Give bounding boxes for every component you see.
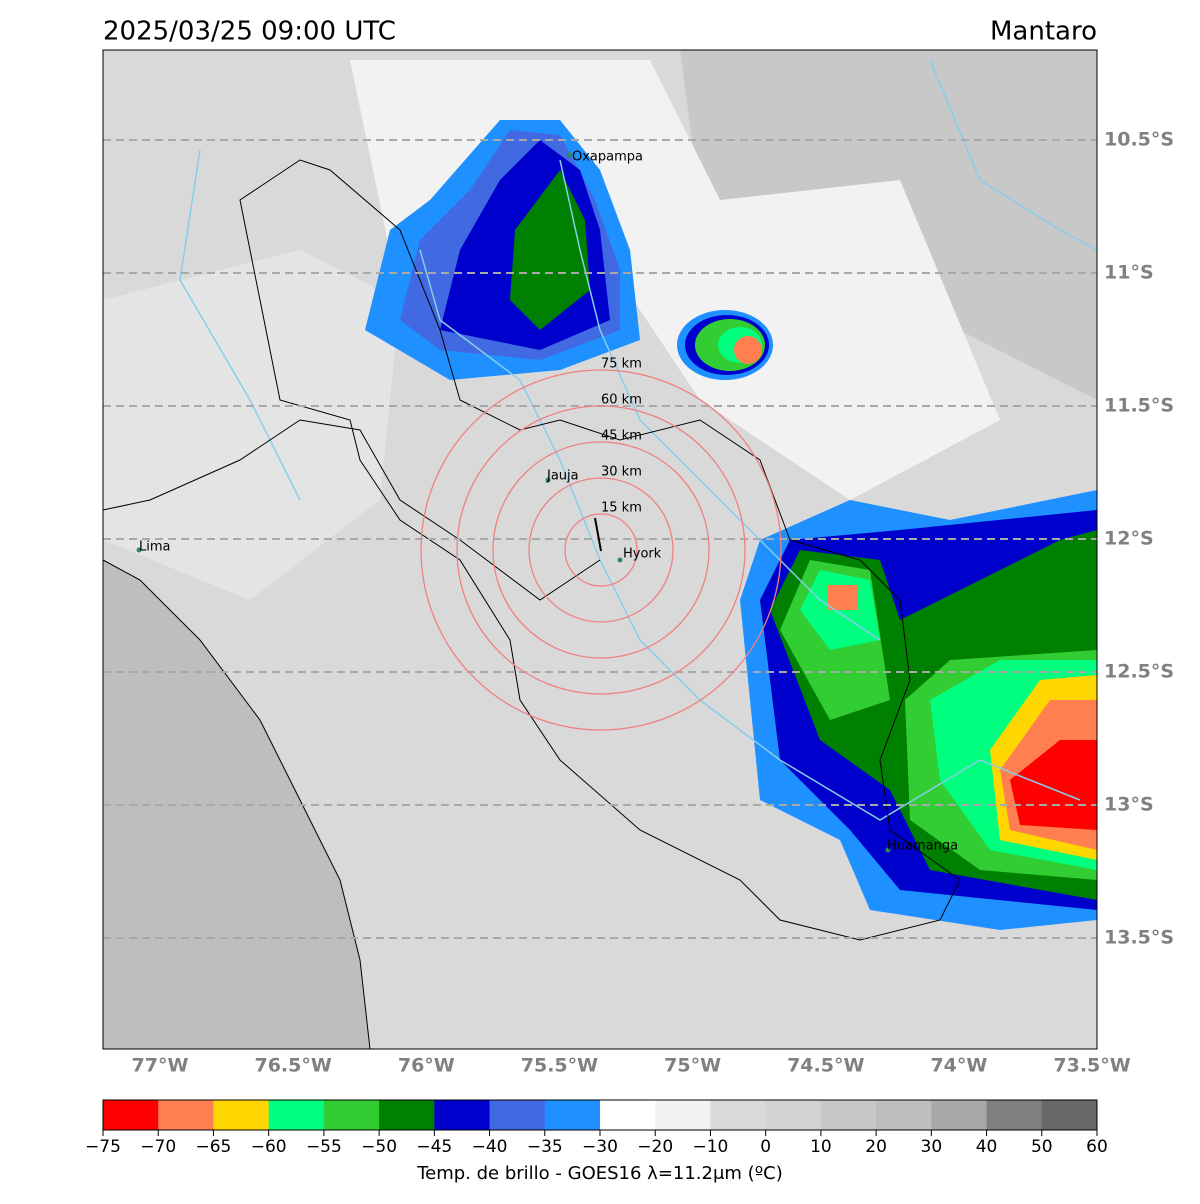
colorbar-bin (600, 1100, 656, 1130)
colorbar-tick-label: 30 (921, 1137, 943, 1157)
colorbar-tick-label: 0 (760, 1137, 771, 1157)
ring-label: 15 km (601, 501, 642, 516)
ring-label: 30 km (601, 465, 642, 480)
colorbar-label: Temp. de brillo - GOES16 λ=11.2μm (ºC) (416, 1163, 783, 1184)
colorbar-bin (489, 1100, 546, 1130)
colorbar-tick-label: −75 (85, 1137, 121, 1157)
lat-label: 11°S (1104, 262, 1154, 284)
lon-label: 77°W (132, 1055, 189, 1077)
range-ring (420, 369, 782, 731)
colorbar-bin (213, 1100, 270, 1130)
colorbar-tick-label: 60 (1086, 1137, 1108, 1157)
lat-label: 13°S (1104, 794, 1154, 816)
lon-label: 73.5°W (1053, 1055, 1130, 1077)
lat-label: 12°S (1104, 528, 1154, 550)
region: Mantaro (990, 17, 1097, 47)
colorbar-bin (876, 1100, 932, 1130)
colorbar-tick-label: 10 (810, 1137, 832, 1157)
colorbar-bin (544, 1100, 601, 1130)
colorbar-bin (931, 1100, 988, 1130)
colorbar-tick-label: −40 (472, 1137, 508, 1157)
place-label: Lima (139, 540, 170, 555)
colorbar-bin (323, 1100, 380, 1130)
map-frame (102, 49, 1098, 1050)
place-label: Jauja (546, 469, 579, 484)
colorbar-tick-label: −20 (637, 1137, 673, 1157)
colorbar-bin (765, 1100, 822, 1130)
colorbar-bin (268, 1100, 325, 1130)
lat-label: 10.5°S (1104, 129, 1174, 151)
colorbar-tick-label: −65 (195, 1137, 231, 1157)
lat-label: 13.5°S (1104, 927, 1174, 949)
lat-label: 11.5°S (1104, 395, 1174, 417)
colorbar-tick-label: −70 (140, 1137, 176, 1157)
lon-label: 75.5°W (521, 1055, 598, 1077)
lon-label: 74°W (930, 1055, 987, 1077)
colorbar-tick-label: 50 (1031, 1137, 1053, 1157)
colorbar-tick-label: −60 (251, 1137, 287, 1157)
lon-label: 76°W (398, 1055, 455, 1077)
colorbar-tick-label: −45 (416, 1137, 452, 1157)
colorbar-tick-label: −30 (582, 1137, 618, 1157)
colorbar-tick-label: −35 (527, 1137, 563, 1157)
colorbar-tick-label: −10 (692, 1137, 728, 1157)
colorbar-bin (820, 1100, 877, 1130)
range-ring (564, 513, 638, 587)
colorbar-bin (1041, 1100, 1098, 1130)
title: 2025/03/25 09:00 UTC (103, 17, 396, 47)
range-ring (492, 441, 710, 659)
ring-label: 60 km (601, 393, 642, 408)
colorbar-bin (986, 1100, 1043, 1130)
colorbar-bin (710, 1100, 767, 1130)
colorbar-tick-label: 20 (865, 1137, 887, 1157)
place-label: Huamanga (887, 839, 958, 854)
place-label: Hyork (623, 547, 662, 562)
lon-label: 74.5°W (787, 1055, 864, 1077)
ring-label: 45 km (601, 429, 642, 444)
colorbar-bin (379, 1100, 435, 1130)
range-ring (528, 477, 674, 623)
colorbar-tick-label: 40 (976, 1137, 998, 1157)
lat-label: 12.5°S (1104, 661, 1174, 683)
colorbar-bin (434, 1100, 491, 1130)
colorbar-tick-label: −55 (306, 1137, 342, 1157)
colorbar-bin (655, 1100, 711, 1130)
range-ring (456, 405, 746, 695)
colorbar-tick-label: −50 (361, 1137, 397, 1157)
place-label: Oxapampa (572, 150, 643, 165)
lon-label: 76.5°W (254, 1055, 331, 1077)
ring-label: 75 km (601, 357, 642, 372)
colorbar-bin (158, 1100, 214, 1130)
lon-label: 75°W (664, 1055, 721, 1077)
map: 15 km 30 km 45 km 60 km 75 km Oxapampa Jauja… (103, 50, 1097, 1049)
colorbar-bin (103, 1100, 159, 1130)
